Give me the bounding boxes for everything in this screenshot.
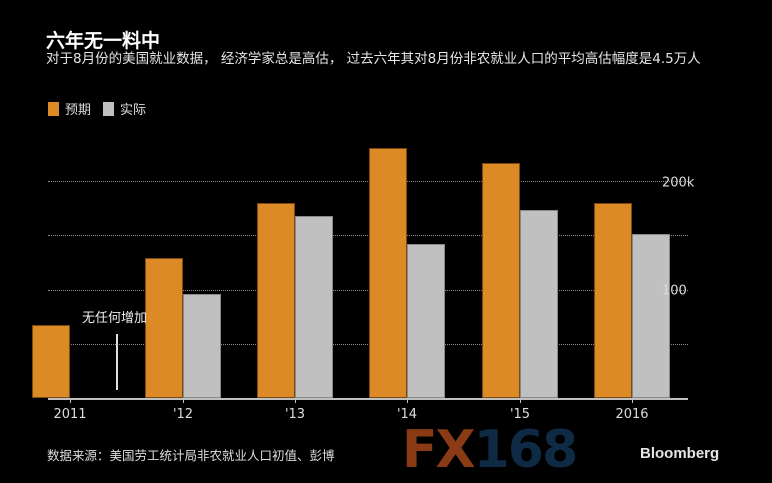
chart-subtitle: 对于8月份的美国就业数据， 经济学家总是高估， 过去六年其对8月份非农就业人口的… — [46, 51, 701, 67]
logo-168: 168 — [473, 420, 579, 480]
x-label-13: '13 — [284, 407, 306, 422]
y-label-100: 100 — [662, 283, 687, 299]
legend-swatch-expected — [48, 101, 59, 116]
bar-actual-14 — [407, 243, 445, 398]
bar-expected-2016 — [594, 202, 632, 398]
bar-expected-2011 — [32, 325, 70, 398]
chart-title: 六年无一料中 — [46, 30, 161, 52]
annotation-line — [116, 334, 118, 390]
x-label-12: '12 — [172, 407, 194, 422]
legend: 预期 实际 — [48, 99, 158, 118]
x-tick — [632, 398, 633, 403]
x-label-2016: 2016 — [615, 407, 649, 422]
bar-expected-12 — [145, 258, 183, 398]
gridline-200 — [48, 181, 688, 182]
annotation-no-increase: 无任何增加 — [82, 311, 148, 326]
y-label-200k: 200k — [662, 175, 695, 191]
x-tick — [407, 398, 408, 403]
bar-expected-13 — [257, 202, 295, 398]
gridline-150 — [48, 235, 688, 237]
legend-swatch-actual — [103, 101, 115, 116]
x-label-14: '14 — [396, 407, 418, 422]
gridline-50 — [48, 343, 688, 345]
x-label-15: '15 — [509, 407, 531, 422]
x-tick — [520, 398, 521, 403]
bar-actual-13 — [295, 215, 333, 398]
legend-item-expected: 预期 — [48, 99, 91, 118]
legend-label-expected: 预期 — [65, 103, 92, 118]
bar-actual-15 — [520, 210, 558, 398]
x-tick — [295, 398, 296, 403]
bar-expected-14 — [369, 148, 407, 398]
source-note: 数据来源：美国劳工统计局非农就业人口初值、彭博 — [47, 448, 335, 463]
x-tick — [70, 398, 71, 403]
bar-actual-12 — [183, 293, 221, 398]
plot-area — [32, 130, 696, 403]
gridline-100 — [48, 289, 688, 291]
logo-fx: FX — [402, 420, 476, 480]
x-tick — [183, 398, 184, 403]
fx168-logo: FX168 — [402, 424, 578, 476]
legend-item-actual: 实际 — [103, 99, 146, 118]
x-axis-line — [48, 398, 688, 400]
bloomberg-logo: Bloomberg — [640, 445, 720, 462]
bar-actual-2016 — [632, 234, 670, 398]
x-label-2011: 2011 — [53, 407, 87, 422]
bar-expected-15 — [482, 162, 520, 398]
legend-label-actual: 实际 — [120, 103, 147, 118]
